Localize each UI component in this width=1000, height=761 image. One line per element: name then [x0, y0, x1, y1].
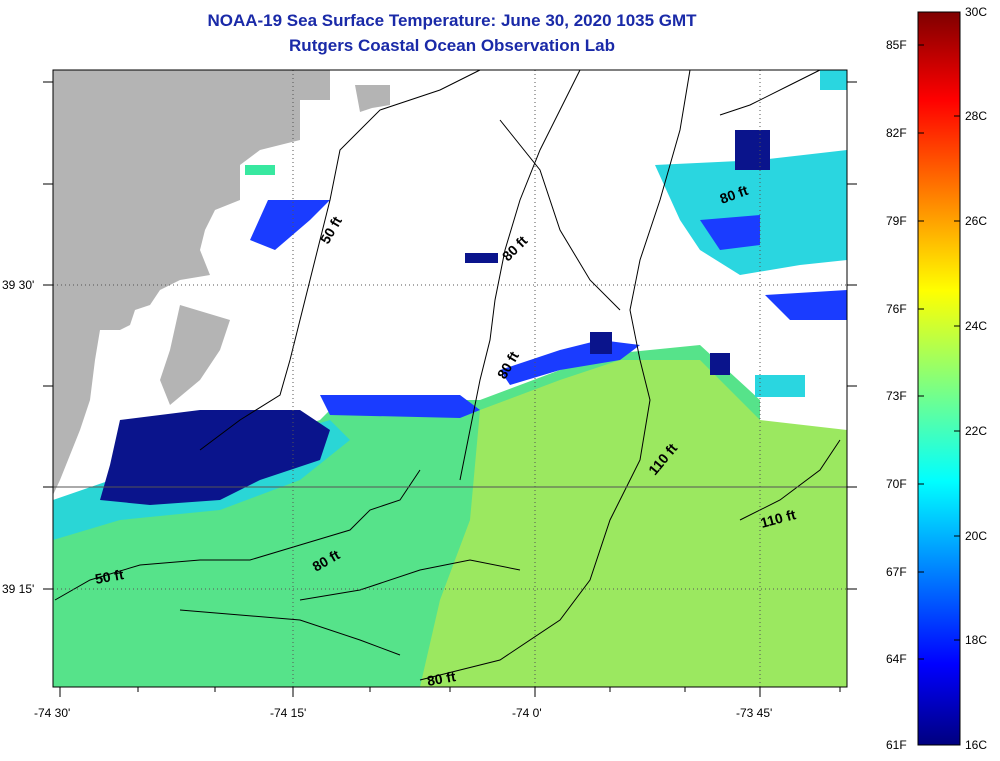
axis-ticks — [43, 81, 857, 697]
colorbar-c-label: 28C — [965, 109, 988, 123]
cold-patch — [465, 253, 498, 263]
colorbar — [917, 11, 961, 746]
cold-patch — [735, 130, 770, 170]
cold-patch — [710, 353, 730, 375]
land-patch — [160, 305, 230, 405]
lat-label: 39 30' — [2, 278, 35, 292]
lon-label: -74 15' — [270, 706, 307, 720]
cold-patch — [320, 395, 480, 418]
lon-label: -74 0' — [512, 706, 542, 720]
colorbar-f-label: 85F — [886, 38, 907, 52]
lon-label: -73 45' — [736, 706, 773, 720]
lat-label: 39 15' — [2, 582, 35, 596]
colorbar-f-label: 64F — [886, 652, 907, 666]
lon-label: -74 30' — [34, 706, 71, 720]
map-title: NOAA-19 Sea Surface Temperature: June 30… — [207, 11, 697, 30]
colorbar-c-label: 16C — [965, 738, 988, 752]
colorbar-f-label: 82F — [886, 126, 907, 140]
colorbar-f-label: 76F — [886, 302, 907, 316]
colorbar-f-label: 70F — [886, 477, 907, 491]
land-mass — [53, 70, 330, 495]
cold-patch — [700, 215, 760, 250]
colorbar-c-label: 22C — [965, 424, 988, 438]
colorbar-c-label: 26C — [965, 214, 988, 228]
cold-patch — [590, 332, 612, 354]
colorbar-f-label: 73F — [886, 389, 907, 403]
cyan-patch — [655, 150, 847, 275]
colorbar-f-label: 79F — [886, 214, 907, 228]
cold-patch — [250, 200, 330, 250]
land-patch — [355, 85, 390, 112]
colorbar-c-label: 18C — [965, 633, 988, 647]
graticule — [53, 70, 847, 687]
colorbar-c-label: 20C — [965, 529, 988, 543]
colorbar-f-label: 67F — [886, 565, 907, 579]
cold-patch — [100, 410, 330, 505]
cyan-patch — [245, 165, 275, 175]
contour-label: 80 ft — [426, 668, 457, 689]
contour-label: 50 ft — [94, 566, 125, 587]
sst-warmer-field — [420, 360, 847, 687]
colorbar-c-label: 30C — [965, 5, 988, 19]
colorbar-ticks — [918, 44, 960, 660]
cold-patch — [765, 290, 847, 320]
cyan-patch — [755, 375, 805, 397]
cyan-patch — [820, 70, 847, 90]
colorbar-f-label: 61F — [886, 738, 907, 752]
bathymetry-contours — [54, 69, 841, 681]
map-subtitle: Rutgers Coastal Ocean Observation Lab — [289, 36, 615, 55]
colorbar-c-label: 24C — [965, 319, 988, 333]
